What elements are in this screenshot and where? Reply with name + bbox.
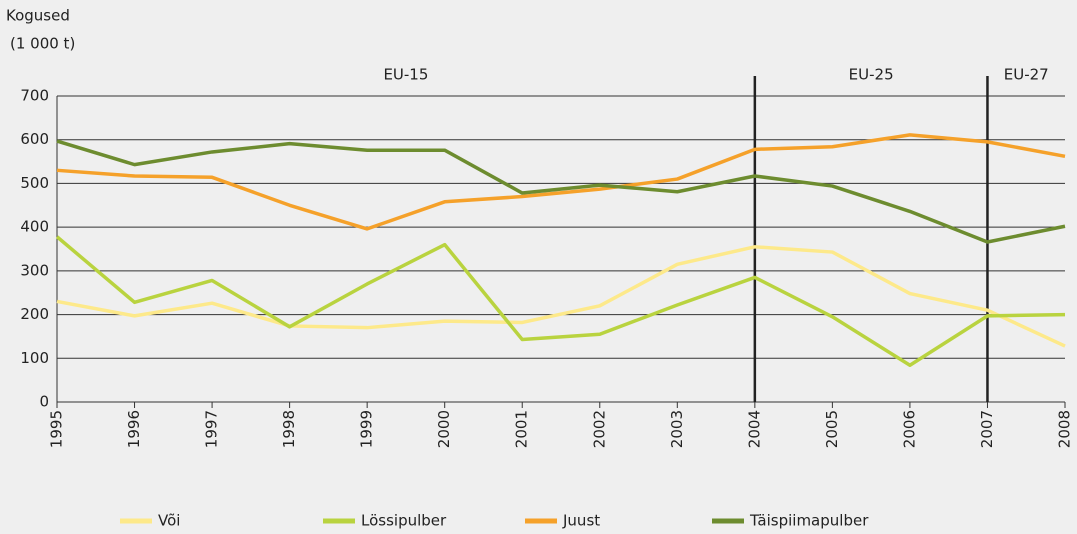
period-label: EU-25: [849, 66, 894, 84]
x-tick-label: 2003: [668, 410, 686, 448]
x-tick-label: 2001: [513, 410, 531, 448]
x-tick-label: 2007: [978, 410, 996, 448]
y-axis-label: (1 000 t): [10, 35, 75, 53]
x-tick-label: 2006: [900, 410, 918, 448]
series-line: [56, 245, 1066, 348]
legend-label: Lössipulber: [361, 512, 447, 530]
x-tick-label: 1995: [48, 410, 66, 448]
x-tick-label: 1999: [358, 410, 376, 448]
series-line: [55, 235, 1066, 368]
legend-label: Täispiimapulber: [749, 512, 869, 530]
x-tick-label: 1998: [280, 410, 298, 448]
x-tick-label: 1996: [125, 410, 143, 448]
legend-label: Või: [158, 512, 180, 530]
x-tick-label: 2004: [745, 410, 763, 448]
legend-label: Juust: [562, 512, 600, 530]
x-tick-label: 2005: [823, 410, 841, 448]
series-line: [56, 139, 1066, 244]
y-tick-label: 400: [20, 218, 49, 236]
y-tick-label: 300: [20, 261, 49, 279]
y-tick-label: 100: [20, 349, 49, 367]
x-tick-label: 2008: [1056, 410, 1074, 448]
y-tick-label: 0: [39, 393, 49, 411]
y-tick-label: 500: [20, 174, 49, 192]
x-tick-label: 2002: [590, 410, 608, 448]
period-label: EU-15: [383, 66, 428, 84]
y-axis-label: Kogused: [6, 7, 70, 25]
x-tick-label: 1997: [203, 410, 221, 448]
series-line: [56, 133, 1066, 231]
y-tick-label: 700: [20, 87, 49, 105]
x-tick-label: 2000: [435, 410, 453, 448]
y-tick-label: 200: [20, 305, 49, 323]
y-tick-label: 600: [20, 130, 49, 148]
period-label: EU-27: [1004, 66, 1049, 84]
